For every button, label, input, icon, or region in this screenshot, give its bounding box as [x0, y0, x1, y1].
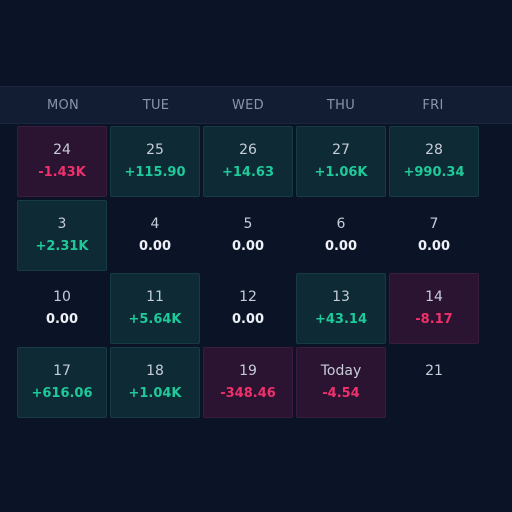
day-cell[interactable]: 5 0.00: [203, 200, 293, 271]
day-pnl-value: +1.04K: [128, 386, 182, 401]
day-cell[interactable]: 19 -348.46: [203, 347, 293, 418]
day-pnl-value: +14.63: [221, 165, 274, 180]
calendar-grid: 24 -1.43K 25 +115.90 26 +14.63 27 +1.06K…: [17, 126, 482, 421]
day-cell-today[interactable]: Today -4.54: [296, 347, 386, 418]
day-cell[interactable]: 14 -8.17: [389, 273, 479, 344]
day-number: 28: [425, 142, 443, 158]
day-number: 27: [332, 142, 350, 158]
day-cell[interactable]: 3 +2.31K: [17, 200, 107, 271]
day-number: Today: [320, 363, 362, 379]
day-cell[interactable]: 13 +43.14: [296, 273, 386, 344]
day-number: 5: [243, 216, 253, 232]
day-pnl-value: +2.31K: [35, 239, 89, 254]
day-cell[interactable]: 27 +1.06K: [296, 126, 386, 197]
day-cell[interactable]: 7 0.00: [389, 200, 479, 271]
day-cell[interactable]: 4 0.00: [110, 200, 200, 271]
day-number: 25: [146, 142, 164, 158]
day-pnl-value: +43.14: [314, 312, 367, 327]
day-cell[interactable]: 26 +14.63: [203, 126, 293, 197]
day-cell[interactable]: 28 +990.34: [389, 126, 479, 197]
day-cell[interactable]: 18 +1.04K: [110, 347, 200, 418]
day-number: 7: [429, 216, 439, 232]
day-cell[interactable]: 17 +616.06: [17, 347, 107, 418]
day-pnl-value: 0.00: [417, 239, 451, 254]
weekday-wed: WED: [232, 98, 264, 113]
day-number: 19: [239, 363, 257, 379]
day-number: 24: [53, 142, 71, 158]
day-cell[interactable]: 21: [389, 347, 479, 418]
weekday-header: MON TUE WED THU FRI: [0, 86, 512, 124]
day-pnl-value: +990.34: [403, 165, 465, 180]
day-number: 21: [425, 363, 443, 379]
day-cell[interactable]: 25 +115.90: [110, 126, 200, 197]
day-number: 10: [53, 289, 71, 305]
day-number: 14: [425, 289, 443, 305]
weekday-fri: FRI: [422, 98, 444, 113]
day-pnl-value: 0.00: [231, 239, 265, 254]
day-number: 11: [146, 289, 164, 305]
day-pnl-value: -348.46: [220, 386, 276, 401]
day-pnl-value: +5.64K: [128, 312, 182, 327]
day-cell[interactable]: 12 0.00: [203, 273, 293, 344]
day-number: 26: [239, 142, 257, 158]
day-pnl-value: 0.00: [231, 312, 265, 327]
day-pnl-value: -1.43K: [38, 165, 86, 180]
day-pnl-value: 0.00: [45, 312, 79, 327]
day-pnl-value: +616.06: [31, 386, 93, 401]
weekday-thu: THU: [326, 98, 356, 113]
day-number: 6: [336, 216, 346, 232]
day-number: 18: [146, 363, 164, 379]
day-number: 13: [332, 289, 350, 305]
day-pnl-value: +115.90: [124, 165, 186, 180]
day-number: 4: [150, 216, 160, 232]
day-number: 17: [53, 363, 71, 379]
day-number: 3: [57, 216, 67, 232]
day-cell[interactable]: 11 +5.64K: [110, 273, 200, 344]
day-cell[interactable]: 6 0.00: [296, 200, 386, 271]
weekday-mon: MON: [46, 98, 80, 113]
day-pnl-value: -4.54: [322, 386, 360, 401]
day-pnl-value: 0.00: [324, 239, 358, 254]
weekday-tue: TUE: [142, 98, 170, 113]
day-pnl-value: -8.17: [415, 312, 453, 327]
day-cell[interactable]: 10 0.00: [17, 273, 107, 344]
day-cell[interactable]: 24 -1.43K: [17, 126, 107, 197]
day-pnl-value: 0.00: [138, 239, 172, 254]
day-pnl-value: +1.06K: [314, 165, 368, 180]
day-number: 12: [239, 289, 257, 305]
